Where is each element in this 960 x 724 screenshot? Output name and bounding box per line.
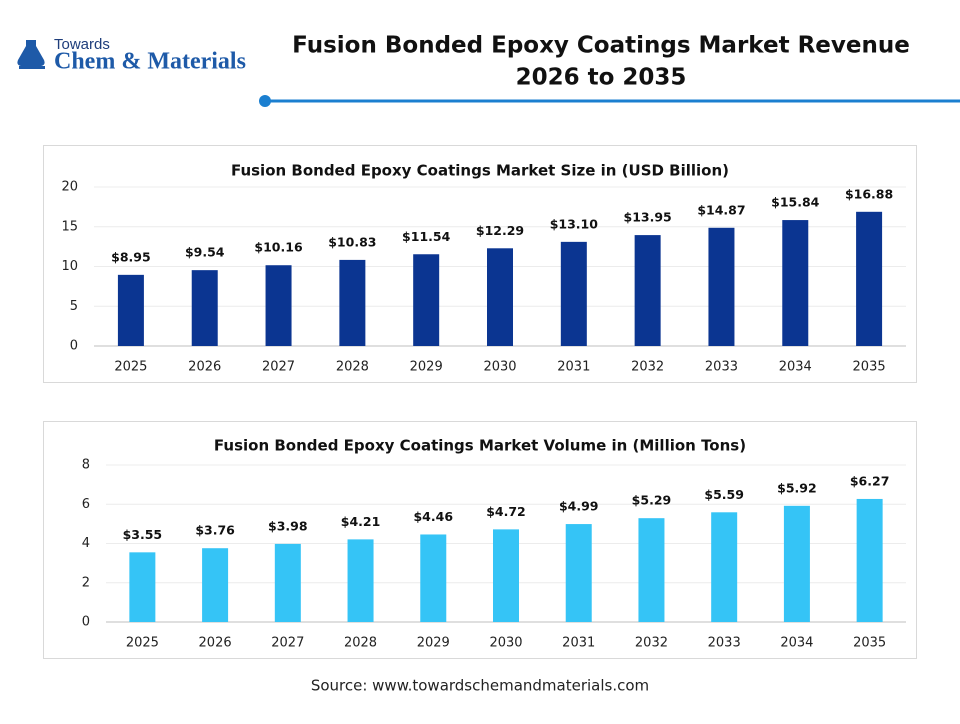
x-tick-label: 2028 <box>344 636 377 651</box>
y-tick-label: 10 <box>61 259 78 274</box>
source: Source: www.towardschemandmaterials.com <box>311 677 649 695</box>
chart-frame <box>43 145 917 383</box>
value-label: $3.76 <box>195 523 235 538</box>
y-tick-label: 4 <box>82 536 90 551</box>
y-tick-label: 8 <box>82 458 90 473</box>
y-tick-label: 15 <box>61 219 78 234</box>
x-tick-label: 2030 <box>483 360 516 375</box>
x-tick-label: 2031 <box>557 360 590 375</box>
x-tick-label: 2029 <box>417 636 450 651</box>
logo-base <box>19 66 45 69</box>
value-label: $11.54 <box>402 229 451 244</box>
x-tick-label: 2028 <box>336 360 369 375</box>
bar <box>638 518 665 622</box>
bar <box>711 512 738 622</box>
bar <box>856 211 883 346</box>
bar <box>493 529 519 622</box>
x-tick-label: 2035 <box>853 636 886 651</box>
value-label: $4.99 <box>559 499 599 514</box>
value-label: $10.16 <box>254 240 303 255</box>
value-label: $5.29 <box>632 493 672 508</box>
page-title: Fusion Bonded Epoxy Coatings Market Reve… <box>292 33 910 59</box>
bar <box>565 524 592 622</box>
y-tick-label: 5 <box>70 299 78 314</box>
x-tick-label: 2032 <box>635 636 668 651</box>
chart-title: Fusion Bonded Epoxy Coatings Market Volu… <box>214 437 746 455</box>
x-tick-label: 2034 <box>780 636 813 651</box>
chart-frame <box>43 421 917 659</box>
bar <box>265 265 292 346</box>
title-rule-dot <box>259 95 271 107</box>
value-label: $14.87 <box>697 202 745 217</box>
bar <box>782 220 809 346</box>
value-label: $8.95 <box>111 249 151 264</box>
x-tick-label: 2034 <box>779 360 812 375</box>
logo-flask <box>17 40 45 66</box>
value-label: $10.83 <box>328 234 376 249</box>
value-label: $12.29 <box>476 223 524 238</box>
value-label: $15.84 <box>771 195 820 210</box>
x-tick-label: 2031 <box>562 636 595 651</box>
bar <box>339 259 366 346</box>
bar <box>783 505 810 622</box>
value-label: $4.46 <box>413 509 453 524</box>
bar <box>191 270 218 346</box>
bar <box>274 543 301 622</box>
y-tick-label: 6 <box>82 497 90 512</box>
x-tick-label: 2026 <box>199 636 232 651</box>
bar <box>347 539 374 622</box>
logo-large: Chem & Materials <box>54 49 246 75</box>
value-label: $5.92 <box>777 480 817 495</box>
value-label: $3.55 <box>123 527 163 542</box>
chart-title: Fusion Bonded Epoxy Coatings Market Size… <box>231 162 729 180</box>
value-label: $13.10 <box>550 216 599 231</box>
bar <box>634 235 661 346</box>
value-label: $6.27 <box>850 473 890 488</box>
value-label: $4.21 <box>341 514 381 529</box>
value-label: $16.88 <box>845 186 893 201</box>
x-tick-label: 2029 <box>410 360 443 375</box>
x-tick-label: 2035 <box>853 360 886 375</box>
x-tick-label: 2025 <box>114 360 147 375</box>
y-tick-label: 2 <box>82 575 90 590</box>
value-label: $3.98 <box>268 518 308 533</box>
x-tick-label: 2033 <box>705 360 738 375</box>
value-label: $5.59 <box>704 487 744 502</box>
bar <box>129 552 156 622</box>
bar <box>413 254 440 346</box>
bar <box>487 248 513 346</box>
x-tick-label: 2033 <box>708 636 741 651</box>
y-tick-label: 0 <box>70 339 78 354</box>
value-label: $9.54 <box>185 245 225 260</box>
x-tick-label: 2027 <box>262 360 295 375</box>
logo: Towards Chem & Materials <box>17 36 246 75</box>
value-label: $13.95 <box>624 210 672 225</box>
x-tick-label: 2026 <box>188 360 221 375</box>
bar <box>117 274 144 346</box>
x-tick-label: 2027 <box>271 636 304 651</box>
x-tick-label: 2025 <box>126 636 159 651</box>
bar <box>708 227 735 346</box>
y-tick-label: 0 <box>82 615 90 630</box>
bar <box>420 534 447 622</box>
logo-small: Towards <box>54 36 110 53</box>
bar <box>202 548 229 622</box>
value-label: $4.72 <box>486 504 526 519</box>
y-tick-label: 20 <box>61 180 78 195</box>
x-tick-label: 2032 <box>631 360 664 375</box>
page-subtitle: 2026 to 2035 <box>516 65 687 91</box>
bar <box>560 241 587 346</box>
bar <box>856 498 883 622</box>
x-tick-label: 2030 <box>489 636 522 651</box>
